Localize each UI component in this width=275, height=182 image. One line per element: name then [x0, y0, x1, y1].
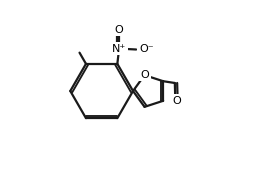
Text: O: O	[140, 70, 149, 80]
Text: O⁻: O⁻	[139, 44, 154, 54]
Text: O: O	[172, 96, 181, 106]
Text: N⁺: N⁺	[112, 44, 126, 54]
Text: O: O	[115, 25, 123, 35]
